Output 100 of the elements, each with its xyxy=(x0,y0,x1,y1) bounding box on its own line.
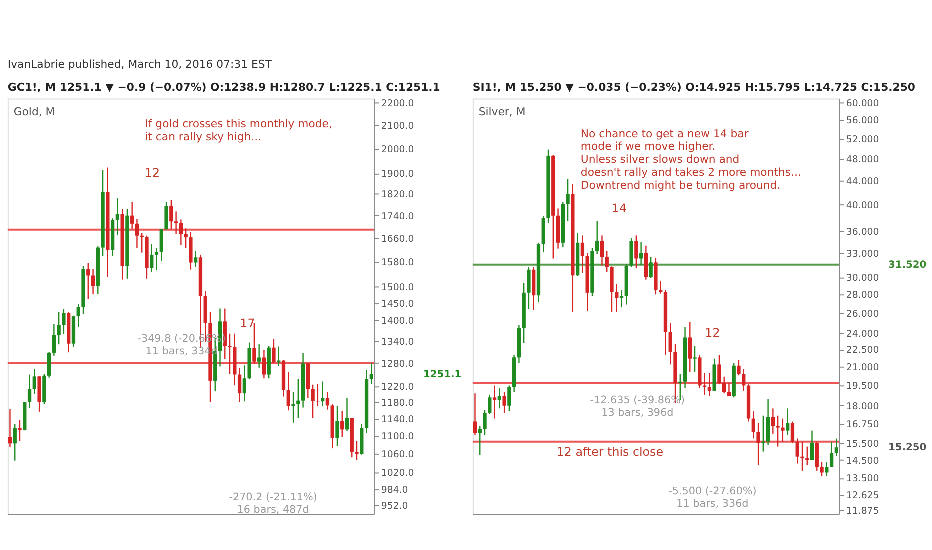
candlestick xyxy=(620,290,624,308)
candlestick xyxy=(488,394,492,416)
candlestick xyxy=(252,322,256,366)
annotation: 12 xyxy=(705,326,720,340)
y-tick-label: 28.000 xyxy=(846,290,880,302)
y-tick-label: 1580.0 xyxy=(381,258,414,269)
candlestick xyxy=(8,408,12,448)
y-tick-label: 13.500 xyxy=(846,474,880,485)
candlestick xyxy=(737,359,741,376)
candlestick xyxy=(160,228,164,262)
candlestick xyxy=(91,268,96,296)
candlestick xyxy=(28,374,32,409)
y-tick-label: 1500.0 xyxy=(381,282,414,294)
candlestick xyxy=(756,422,760,466)
annotation: If gold crosses this monthly mode, it can rally sky high... xyxy=(145,117,332,144)
chart-title: SI1!, M 15.250 ▼ −0.035 (−0.23%) O:14.925 H:15.795 L:14.725 C:15.250 xyxy=(472,80,916,94)
candlestick xyxy=(116,198,120,236)
candlestick xyxy=(668,322,672,366)
candlestick xyxy=(345,397,350,432)
y-tick-label: 56.000 xyxy=(846,116,880,127)
y-tick-label: 21.000 xyxy=(846,362,880,374)
y-tick-label: 2200.0 xyxy=(381,98,414,110)
y-tick-label: 14.500 xyxy=(846,456,880,467)
candlestick xyxy=(527,266,531,310)
candlestick xyxy=(277,346,281,367)
candlestick xyxy=(326,392,330,410)
candlestick xyxy=(688,322,692,373)
candlestick xyxy=(13,424,17,462)
y-tick-label: 1100.0 xyxy=(381,432,414,443)
candlestick xyxy=(340,410,344,438)
candlestick xyxy=(135,218,140,249)
y-tick-label: 15.500 xyxy=(846,438,880,450)
candlestick xyxy=(659,280,663,294)
candlestick xyxy=(708,372,712,397)
y-tick-label: 1820.0 xyxy=(381,190,414,201)
y-tick-label: 1180.0 xyxy=(381,398,414,409)
candlestick xyxy=(502,392,506,414)
candlestick xyxy=(815,441,819,472)
candlestick xyxy=(150,244,154,273)
candlestick xyxy=(86,262,90,300)
candlestick xyxy=(242,365,247,402)
y-tick-label: 2000.0 xyxy=(381,144,414,156)
y-tick-label: 1660.0 xyxy=(381,234,414,245)
candlestick xyxy=(605,250,609,273)
candlestick xyxy=(76,304,80,328)
text: IvanLabrie published, March 10, 2016 07:31 EST xyxy=(8,58,272,72)
candlestick xyxy=(742,368,746,392)
candlestick xyxy=(600,235,604,266)
y-tick-label: 16.750 xyxy=(846,419,880,430)
candlestick xyxy=(174,211,178,235)
candlestick xyxy=(57,312,61,346)
candlestick xyxy=(820,461,824,478)
y-tick-label: 1020.0 xyxy=(381,468,414,479)
y-tick-label: 40.000 xyxy=(846,200,880,212)
candlestick xyxy=(649,256,653,279)
y-tick-label: 48.000 xyxy=(846,154,880,166)
y-tick-label: 30.000 xyxy=(846,272,880,284)
candlestick xyxy=(566,178,570,222)
candlestick xyxy=(184,228,188,249)
candlestick xyxy=(292,391,296,424)
candlestick xyxy=(596,220,600,255)
candlestick xyxy=(634,235,638,269)
candlestick xyxy=(806,446,810,466)
candlestick xyxy=(776,415,780,448)
candlestick xyxy=(615,284,619,313)
y-tick-label: 22.500 xyxy=(846,345,880,356)
candlestick xyxy=(179,219,184,246)
candlestick xyxy=(262,350,266,380)
candlestick xyxy=(786,408,790,436)
annotation: 14 xyxy=(612,202,627,216)
y-tick-label: 1280.0 xyxy=(381,358,414,370)
y-tick-label: 44.000 xyxy=(846,176,880,188)
ref-line-label: 31.520 xyxy=(888,260,927,271)
candlestick xyxy=(478,426,482,456)
candlestick xyxy=(228,333,232,375)
candlestick xyxy=(370,362,374,386)
text: Gold, M xyxy=(14,106,56,119)
y-tick-label: 1220.0 xyxy=(381,382,414,393)
candlestick xyxy=(130,201,134,230)
candlestick xyxy=(32,368,36,395)
annotation: No chance to get a new 14 bar mode if we move higher. Unless silver slows down and doesn't rally and takes 2 more months... Downtrend might be turning around. xyxy=(580,127,802,192)
candlestick xyxy=(644,245,648,280)
y-tick-label: 1140.0 xyxy=(381,414,414,426)
candlestick xyxy=(311,384,315,419)
y-tick-label: 1340.0 xyxy=(381,336,414,348)
candlestick xyxy=(62,308,66,335)
candlestick xyxy=(296,378,300,419)
y-tick-label: 952.0 xyxy=(381,501,408,512)
candlestick xyxy=(580,235,585,274)
candlestick xyxy=(830,441,834,468)
y-tick-label: 1400.0 xyxy=(381,316,414,327)
candlestick xyxy=(790,421,795,444)
candlestick xyxy=(800,441,804,472)
annotation: 12 xyxy=(144,166,160,180)
text: Silver, M xyxy=(478,106,526,119)
y-tick-label: 33.000 xyxy=(846,248,880,260)
candlestick xyxy=(47,352,52,378)
y-tick-label: 24.000 xyxy=(846,328,880,340)
y-tick-label: 26.000 xyxy=(846,308,880,320)
candlestick xyxy=(796,438,800,464)
